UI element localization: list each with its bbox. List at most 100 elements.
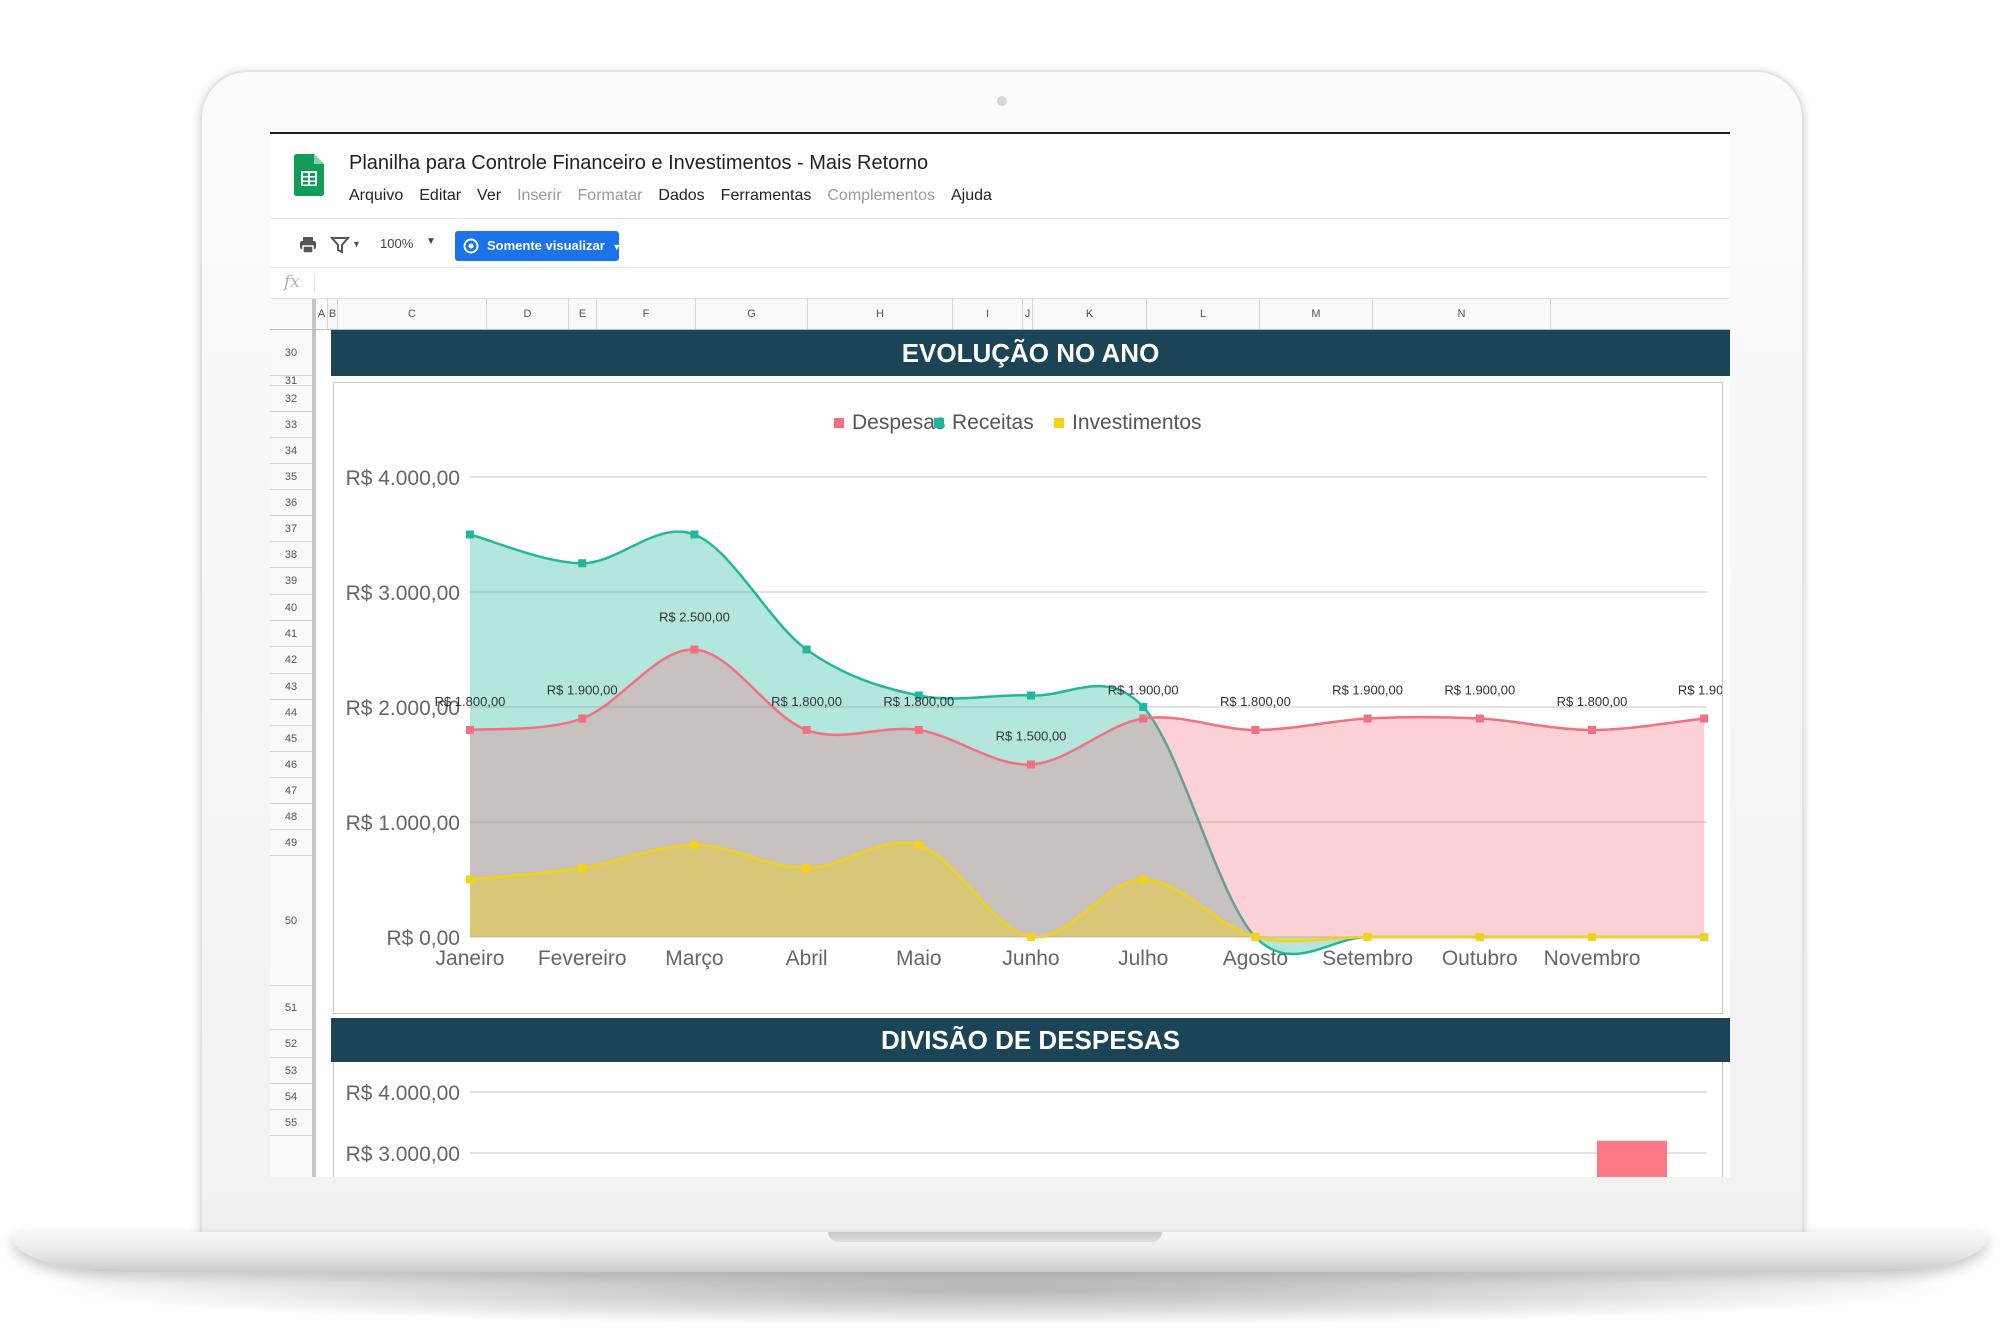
menu-item-ajuda[interactable]: Ajuda (950, 187, 992, 204)
row-header-49[interactable]: 49 (270, 830, 312, 856)
column-header-e[interactable]: E (569, 299, 597, 329)
row-header-31[interactable]: 31 (270, 376, 312, 386)
row-header-55[interactable]: 55 (270, 1110, 312, 1136)
row-header-40[interactable]: 40 (270, 595, 312, 621)
filter-dropdown-arrow-icon[interactable]: ▼ (352, 239, 361, 249)
laptop-hinge (828, 1232, 1162, 1242)
expense-division-chart[interactable]: R$ 3.000,00 R$ 4.000,00 (333, 1062, 1723, 1177)
point-despesas (466, 726, 474, 734)
data-label: R$ 1.900,00 (1332, 683, 1403, 698)
area-investimentos (470, 842, 1705, 942)
document-title[interactable]: Planilha para Controle Financeiro e Inve… (349, 152, 929, 174)
menu-bar: Arquivo Editar Ver Inserir Formatar Dados Ferr… (349, 187, 992, 209)
point-despesas (1700, 714, 1709, 723)
x-tick-label: Março (665, 947, 723, 970)
point-despesas (690, 645, 699, 654)
legend-swatch-despesas (834, 418, 844, 428)
column-header-h[interactable]: H (808, 299, 953, 329)
zoom-select[interactable]: 100% (380, 236, 414, 251)
point-investimentos (466, 875, 474, 884)
column-header-g[interactable]: G (696, 299, 808, 329)
toolbar: ▼ 100% ▼ Somente visualizar ▼ (270, 219, 1730, 268)
row-header-44[interactable]: 44 (270, 700, 312, 726)
point-receitas (1027, 691, 1035, 700)
row-header-32[interactable]: 32 (270, 386, 312, 412)
data-label: R$ 1.800,00 (771, 694, 842, 709)
column-header-f[interactable]: F (597, 299, 696, 329)
app-header: Planilha para Controle Financeiro e Inve… (270, 134, 1730, 219)
zoom-dropdown-arrow-icon[interactable]: ▼ (426, 236, 436, 247)
row-header-42[interactable]: 42 (270, 647, 312, 674)
row-header-34[interactable]: 34 (270, 438, 312, 464)
menu-item-ver[interactable]: Ver (477, 187, 502, 204)
point-receitas (578, 559, 587, 568)
expense-division-chart-svg: R$ 3.000,00 R$ 4.000,00 (346, 1082, 1707, 1177)
point-despesas (802, 726, 811, 734)
row-header-45[interactable]: 45 (270, 726, 312, 752)
menu-item-ferramentas[interactable]: Ferramentas (720, 187, 812, 204)
column-header-c[interactable]: C (338, 299, 487, 329)
menu-item-dados[interactable]: Dados (658, 187, 705, 204)
y-tick-label: R$ 0,00 (386, 927, 460, 950)
data-label: R$ 1.900,00 (1444, 683, 1515, 698)
evolution-chart[interactable]: R$ 0,00 R$ 1.000,00 R$ 2.000,00 R$ 3.000,00… (333, 382, 1730, 1014)
bar-despesas (1597, 1140, 1667, 1177)
select-all-corner[interactable] (270, 299, 316, 329)
x-tick-label: Julho (1118, 947, 1168, 970)
column-header-m[interactable]: M (1260, 299, 1373, 329)
row-header-37[interactable]: 37 (270, 516, 312, 542)
column-header-b[interactable]: B (328, 299, 338, 329)
column-header-k[interactable]: K (1033, 299, 1147, 329)
point-investimentos (1475, 933, 1484, 941)
point-investimentos (1251, 933, 1260, 941)
point-despesas (914, 726, 923, 734)
point-receitas (914, 691, 923, 700)
row-header-52[interactable]: 52 (270, 1030, 312, 1058)
column-header-n[interactable]: N (1373, 299, 1551, 329)
sheets-logo-icon[interactable] (294, 154, 324, 196)
row-header-46[interactable]: 46 (270, 752, 312, 778)
point-investimentos (802, 864, 811, 872)
row-header-36[interactable]: 36 (270, 490, 312, 516)
menu-item-inserir: Inserir (517, 187, 562, 204)
data-label: R$ 2.500,00 (659, 610, 730, 625)
menu-item-arquivo[interactable]: Arquivo (349, 187, 404, 204)
menu-item-complementos: Complementos (827, 187, 935, 204)
view-only-button[interactable]: Somente visualizar ▼ (455, 231, 621, 261)
row-header-38[interactable]: 38 (270, 542, 312, 568)
column-header-d[interactable]: D (487, 299, 569, 329)
eye-icon (463, 238, 479, 254)
point-investimentos (1139, 875, 1148, 884)
laptop-screen: Planilha para Controle Financeiro e Inve… (270, 132, 1730, 1177)
data-label: R$ 1.800,00 (435, 694, 506, 709)
menu-item-editar[interactable]: Editar (419, 187, 462, 204)
column-header-a[interactable]: A (316, 299, 328, 329)
column-header-i[interactable]: I (953, 299, 1023, 329)
print-icon[interactable] (298, 235, 318, 255)
row-header-35[interactable]: 35 (270, 464, 312, 490)
row-header-33[interactable]: 33 (270, 412, 312, 438)
formula-bar[interactable]: fx (270, 268, 1730, 299)
filter-icon[interactable] (330, 235, 350, 255)
row-header-39[interactable]: 39 (270, 568, 312, 595)
column-header-j[interactable]: J (1023, 299, 1033, 329)
menu-item-formatar: Formatar (577, 187, 643, 204)
legend-swatch-receitas (934, 418, 944, 428)
y-tick-label: R$ 3.000,00 (346, 582, 460, 605)
row-header-47[interactable]: 47 (270, 778, 312, 804)
camera-dot (997, 96, 1007, 106)
x-tick-label: Agosto (1223, 947, 1288, 970)
row-header-50[interactable]: 50 (270, 856, 312, 986)
row-header-53[interactable]: 53 (270, 1058, 312, 1084)
row-header-51[interactable]: 51 (270, 986, 312, 1030)
row-header-43[interactable]: 43 (270, 674, 312, 700)
row-header-54[interactable]: 54 (270, 1084, 312, 1110)
formula-separator (314, 274, 315, 292)
data-label: R$ 1.800,00 (1557, 694, 1628, 709)
data-label: R$ 1.900,00 (547, 683, 618, 698)
row-header-30[interactable]: 30 (270, 330, 312, 376)
column-header-l[interactable]: L (1147, 299, 1260, 329)
row-header-48[interactable]: 48 (270, 804, 312, 830)
row-header-41[interactable]: 41 (270, 621, 312, 647)
y-tick-label: R$ 1.000,00 (346, 812, 460, 835)
